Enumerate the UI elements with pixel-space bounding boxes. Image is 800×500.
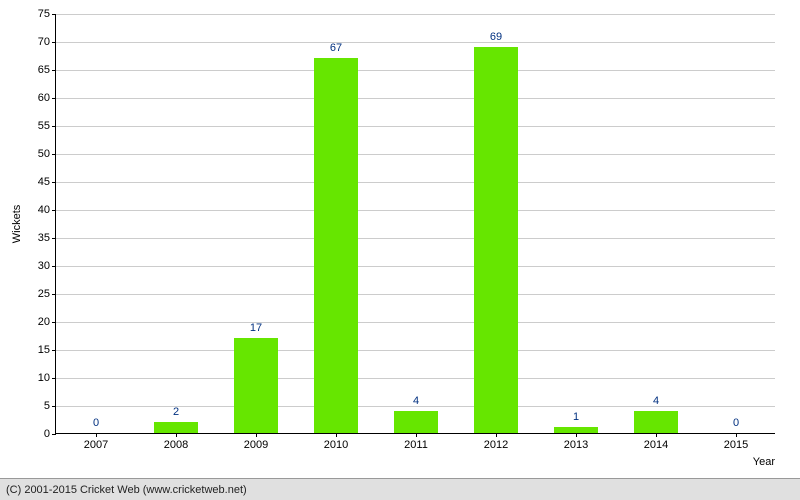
bar-value-label: 69 bbox=[490, 31, 502, 43]
y-tick-label: 25 bbox=[38, 288, 56, 300]
chart-container: 0510152025303540455055606570752007020082… bbox=[0, 0, 800, 478]
y-tick-label: 50 bbox=[38, 148, 56, 160]
bar bbox=[394, 411, 438, 433]
y-tick-label: 40 bbox=[38, 204, 56, 216]
x-tick-label: 2011 bbox=[404, 433, 428, 451]
gridline bbox=[56, 238, 775, 239]
x-tick-label: 2013 bbox=[564, 433, 588, 451]
gridline bbox=[56, 70, 775, 71]
x-tick-label: 2008 bbox=[164, 433, 188, 451]
gridline bbox=[56, 210, 775, 211]
copyright-text: (C) 2001-2015 Cricket Web (www.cricketwe… bbox=[6, 484, 247, 496]
plot-area: 0510152025303540455055606570752007020082… bbox=[55, 14, 775, 434]
y-tick-label: 15 bbox=[38, 344, 56, 356]
bar bbox=[314, 58, 358, 433]
y-tick-label: 60 bbox=[38, 92, 56, 104]
bar-value-label: 4 bbox=[413, 395, 419, 407]
bar bbox=[234, 338, 278, 433]
y-tick-label: 65 bbox=[38, 64, 56, 76]
bar bbox=[634, 411, 678, 433]
gridline bbox=[56, 154, 775, 155]
bar-value-label: 0 bbox=[733, 417, 739, 429]
x-tick-label: 2009 bbox=[244, 433, 268, 451]
gridline bbox=[56, 126, 775, 127]
x-tick-label: 2015 bbox=[724, 433, 748, 451]
bar-value-label: 67 bbox=[330, 42, 342, 54]
gridline bbox=[56, 322, 775, 323]
y-tick-label: 75 bbox=[38, 8, 56, 20]
y-tick-label: 5 bbox=[44, 400, 56, 412]
y-tick-label: 70 bbox=[38, 36, 56, 48]
bar bbox=[474, 47, 518, 433]
x-tick-label: 2007 bbox=[84, 433, 108, 451]
footer-bar: (C) 2001-2015 Cricket Web (www.cricketwe… bbox=[0, 478, 800, 500]
y-tick-label: 20 bbox=[38, 316, 56, 328]
x-tick-label: 2014 bbox=[644, 433, 668, 451]
y-tick-label: 55 bbox=[38, 120, 56, 132]
gridline bbox=[56, 98, 775, 99]
gridline bbox=[56, 350, 775, 351]
gridline bbox=[56, 42, 775, 43]
y-axis-title: Wickets bbox=[11, 205, 23, 244]
gridline bbox=[56, 14, 775, 15]
bar-value-label: 4 bbox=[653, 395, 659, 407]
x-axis-title: Year bbox=[753, 456, 775, 468]
bar-value-label: 2 bbox=[173, 406, 179, 418]
gridline bbox=[56, 182, 775, 183]
y-tick-label: 45 bbox=[38, 176, 56, 188]
gridline bbox=[56, 266, 775, 267]
x-tick-label: 2012 bbox=[484, 433, 508, 451]
bar-value-label: 1 bbox=[573, 411, 579, 423]
bar-value-label: 17 bbox=[250, 322, 262, 334]
y-tick-label: 30 bbox=[38, 260, 56, 272]
y-tick-label: 10 bbox=[38, 372, 56, 384]
bar bbox=[154, 422, 198, 433]
gridline bbox=[56, 378, 775, 379]
x-tick-label: 2010 bbox=[324, 433, 348, 451]
y-tick-label: 35 bbox=[38, 232, 56, 244]
y-tick-label: 0 bbox=[44, 428, 56, 440]
gridline bbox=[56, 294, 775, 295]
bar bbox=[554, 427, 598, 433]
bar-value-label: 0 bbox=[93, 417, 99, 429]
